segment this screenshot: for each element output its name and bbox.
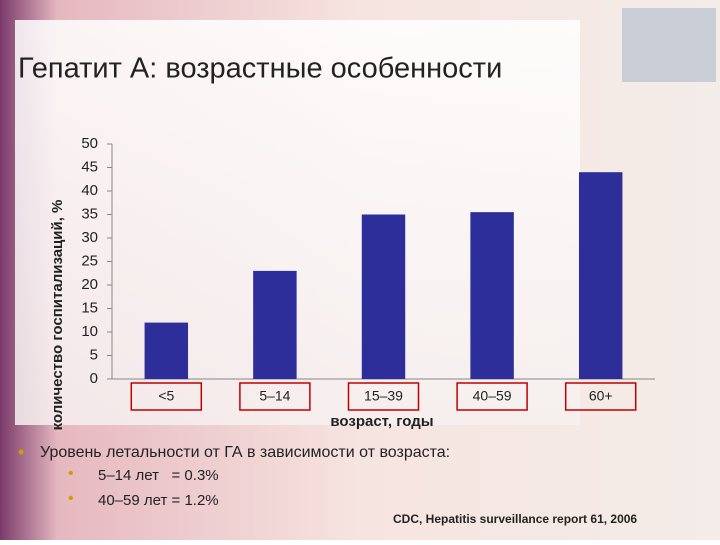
- y-tick-label: 45: [81, 158, 98, 175]
- bullet: Уровень летальности от ГА в зависимости …: [40, 444, 450, 461]
- x-tick-label: 15–39: [364, 388, 403, 404]
- slide-title: Гепатит А: возрастные особенности: [18, 53, 502, 85]
- y-tick-label: 0: [90, 370, 98, 387]
- sub-bullet-marker: •: [68, 465, 74, 482]
- y-tick-label: 35: [81, 205, 98, 222]
- category-box: [239, 382, 311, 411]
- x-tick-label: 60+: [589, 388, 613, 404]
- y-tick-label: 30: [81, 229, 98, 246]
- x-axis-label: возраст, годы: [330, 413, 433, 430]
- bullet-marker: •: [18, 442, 24, 462]
- category-box: [456, 382, 528, 411]
- y-tick-label: 25: [81, 252, 98, 269]
- bar: [144, 322, 189, 379]
- sub-bullet-marker: •: [68, 490, 74, 507]
- y-tick-label: 20: [81, 276, 98, 293]
- bar: [470, 212, 514, 379]
- y-tick-label: 40: [81, 182, 98, 199]
- y-tick-label: 5: [90, 346, 98, 363]
- source: CDC, Hepatitis surveillance report 61, 2…: [393, 512, 637, 526]
- y-tick-label: 10: [81, 323, 98, 340]
- y-axis-label: количество госпитализаций, %: [49, 200, 66, 431]
- sub-bullet: 5–14 лет = 0.3%: [98, 467, 219, 484]
- bar: [253, 270, 297, 379]
- y-tick-label: 15: [81, 299, 98, 316]
- category-box: [564, 382, 637, 411]
- category-box: [130, 382, 203, 411]
- category-box: [347, 382, 420, 411]
- x-tick-label: 5–14: [259, 388, 290, 404]
- bar: [361, 214, 406, 379]
- y-tick-label: 50: [81, 135, 98, 152]
- x-tick-label: 40–59: [473, 388, 512, 404]
- x-tick-label: <5: [158, 388, 174, 404]
- bar: [578, 172, 623, 379]
- photo: [622, 8, 716, 82]
- sub-bullet: 40–59 лет = 1.2%: [98, 492, 219, 509]
